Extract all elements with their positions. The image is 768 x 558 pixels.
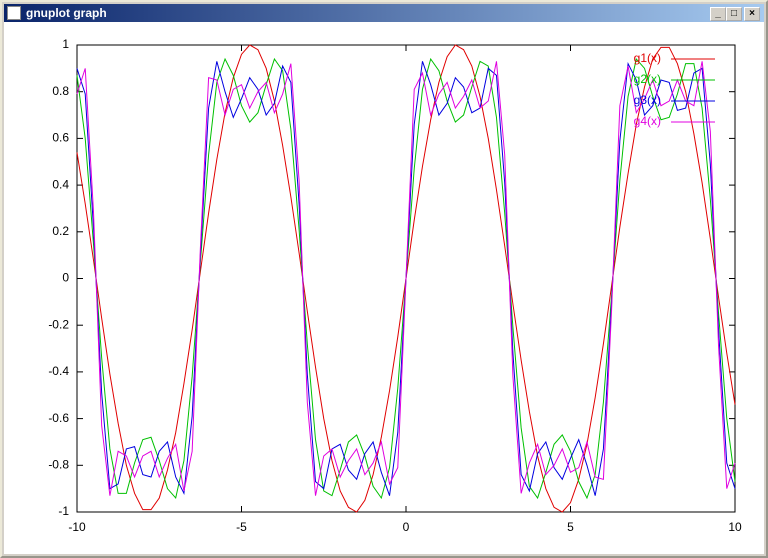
maximize-button[interactable]: □: [726, 7, 742, 21]
y-tick-label: -0.6: [48, 411, 69, 425]
y-tick-label: 0.8: [52, 84, 69, 98]
x-tick-label: -10: [68, 520, 86, 534]
window-icon: [7, 6, 21, 20]
window-title: gnuplot graph: [26, 6, 107, 20]
y-tick-label: 0.4: [52, 177, 69, 191]
y-tick-label: 0: [62, 271, 69, 285]
y-tick-label: -0.4: [48, 364, 69, 378]
y-tick-label: 0.2: [52, 224, 69, 238]
legend-label: g4(x): [634, 114, 661, 128]
legend-label: g3(x): [634, 93, 661, 107]
legend-label: g1(x): [634, 51, 661, 65]
title-bar: gnuplot graph _ □ ×: [4, 4, 764, 22]
chart: -1 -0.8 -0.6 -0.4 -0.2 0 0.2 0.4 0.6 0.8 1 -10 -5 0 5 1…: [4, 22, 764, 554]
x-tick-label: 10: [728, 520, 742, 534]
x-tick-label: 0: [403, 520, 410, 534]
close-button[interactable]: ×: [744, 7, 760, 21]
y-tick-label: 0.6: [52, 131, 69, 145]
minimize-button[interactable]: _: [710, 7, 726, 21]
x-tick-label: -5: [236, 520, 247, 534]
y-tick-label: -0.2: [48, 317, 69, 331]
y-tick-label: -0.8: [48, 457, 69, 471]
legend-label: g2(x): [634, 72, 661, 86]
y-tick-label: -1: [58, 504, 69, 518]
x-tick-label: 5: [567, 520, 574, 534]
y-tick-label: 1: [62, 37, 69, 51]
series-line: [76, 61, 736, 496]
